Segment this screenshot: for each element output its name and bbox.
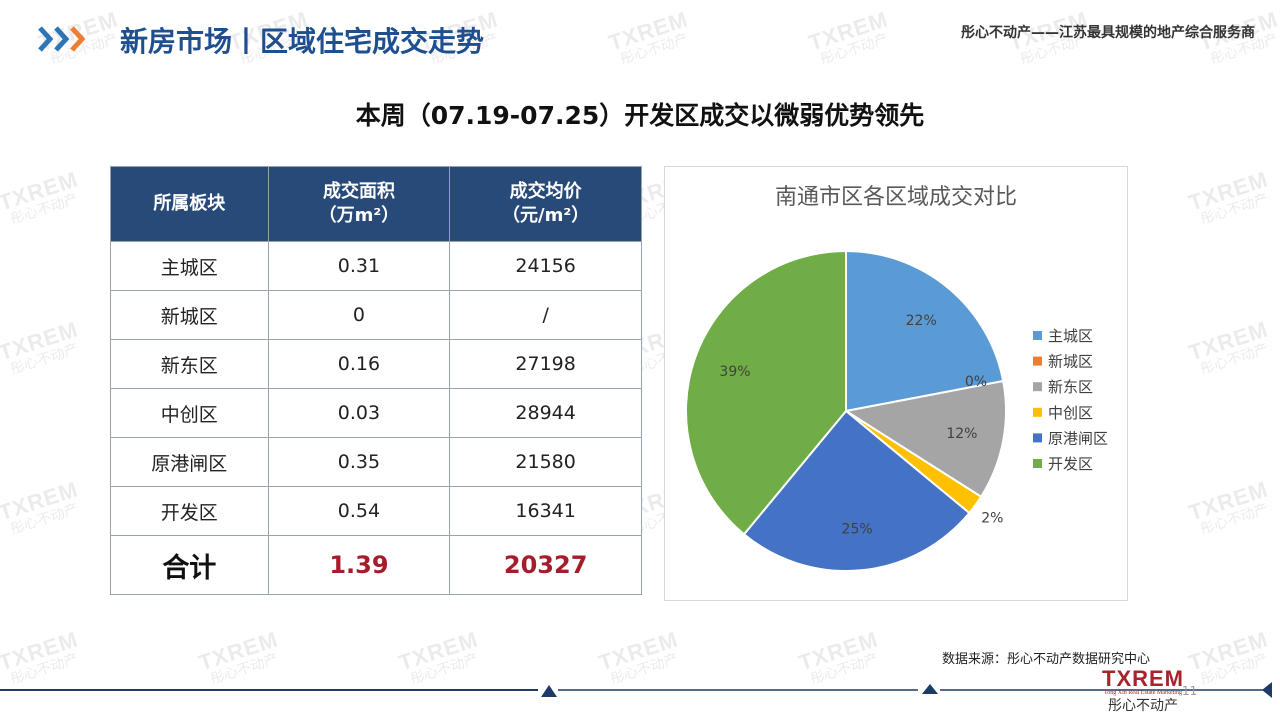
table-cell: 0.31 (267, 241, 451, 291)
logo-brand: TXREM (1102, 666, 1184, 691)
table-row: 中创区 0.03 28944 (110, 388, 642, 438)
pie-data-label: 12% (946, 426, 977, 442)
pie-slices (685, 249, 1007, 572)
slide-header: 新房市场丨区域住宅成交走势 彤心不动产——江苏最具规模的地产综合服务商 (0, 0, 1280, 80)
legend-swatch (1033, 382, 1042, 392)
table-cell: 0 (267, 290, 451, 340)
table-cell: 主城区 (110, 241, 269, 291)
footer-decoration (0, 682, 1272, 698)
table-header-row: 所属板块 成交面积 （万m²） 成交均价 （元/m²） (110, 166, 642, 242)
pie-slice (685, 249, 847, 536)
pie-chart: 南通市区各区域成交对比 22% 0% 12% 2% 25% 39% 主城区新城区新东区中创… (685, 185, 1108, 572)
page-number: 11 (1182, 684, 1198, 698)
data-source-note: 数据来源：彤心不动产数据研究中心 (941, 652, 1150, 667)
table-cell: 中创区 (110, 388, 269, 438)
chart-title: 南通市区各区域成交对比 (775, 185, 1017, 210)
table-row: 原港闸区 0.35 21580 (110, 437, 642, 487)
pie-data-label: 0% (965, 374, 987, 390)
table-cell: 原港闸区 (110, 437, 269, 487)
pie-data-label: 2% (981, 510, 1003, 526)
table-cell: 28944 (449, 388, 642, 438)
chevron-arrows-icon (38, 26, 86, 52)
logo-subtext: Tong Xin Real Estate Marketing (1104, 690, 1182, 696)
legend-swatch (1033, 407, 1042, 417)
total-price: 20327 (449, 535, 642, 595)
legend-label: 开发区 (1048, 455, 1093, 473)
table-total-row: 合计 1.39 20327 (110, 535, 642, 595)
table-cell: 24156 (449, 241, 642, 291)
pie-slice (843, 379, 1007, 499)
table-cell: / (449, 290, 642, 340)
column-header-price: 成交均价 （元/m²） (449, 166, 642, 242)
total-label: 合计 (110, 535, 269, 595)
column-header-area: 成交面积 （万m²） (267, 166, 451, 242)
legend-swatch (1033, 433, 1042, 443)
table-row: 开发区 0.54 16341 (110, 486, 642, 536)
table-cell: 开发区 (110, 486, 269, 536)
table-row: 主城区 0.31 24156 (110, 241, 642, 291)
pie-data-label: 39% (719, 364, 750, 380)
legend-label: 中创区 (1048, 404, 1093, 422)
pie-chart-panel: 南通市区各区域成交对比 22% 0% 12% 2% 25% 39% 主城区新城区新东区中创… (664, 166, 1128, 601)
legend-label: 主城区 (1048, 327, 1093, 345)
legend-swatch (1033, 331, 1042, 340)
table-cell: 新城区 (110, 290, 269, 340)
pie-data-labels: 22% 0% 12% 2% 25% 39% (719, 313, 1003, 537)
table-cell: 27198 (449, 339, 642, 389)
table-cell: 新东区 (110, 339, 269, 389)
total-area: 1.39 (267, 535, 451, 595)
table-cell: 0.03 (267, 388, 451, 438)
legend-label: 新城区 (1048, 353, 1093, 371)
table-cell: 16341 (449, 486, 642, 536)
pie-slice (845, 249, 1005, 413)
table-cell: 0.35 (267, 437, 451, 487)
logo-chinese-name: 彤心不动产 (1108, 698, 1178, 714)
pie-data-label: 22% (906, 313, 937, 329)
pie-slice (742, 409, 971, 572)
column-header-district: 所属板块 (110, 166, 269, 242)
transaction-table: 所属板块 成交面积 （万m²） 成交均价 （元/m²） 主城区 0.31 24156… (110, 166, 642, 595)
table-cell: 0.16 (267, 339, 451, 389)
legend-label: 新东区 (1048, 378, 1093, 396)
page-title: 新房市场丨区域住宅成交走势 (120, 25, 485, 58)
table-cell: 0.54 (267, 486, 451, 536)
company-logo: TXREM Tong Xin Real Estate Marketing 彤心不… (1098, 668, 1188, 715)
legend-swatch (1033, 356, 1042, 366)
table-row: 新东区 0.16 27198 (110, 339, 642, 389)
table-row: 新城区 0 / (110, 290, 642, 340)
legend-swatch (1033, 459, 1042, 468)
table-cell: 21580 (449, 437, 642, 487)
legend-label: 原港闸区 (1048, 429, 1108, 447)
company-tagline: 彤心不动产——江苏最具规模的地产综合服务商 (961, 25, 1255, 41)
slide-subtitle: 本周（07.19-07.25）开发区成交以微弱优势领先 (355, 101, 925, 130)
pie-data-label: 25% (842, 521, 873, 537)
